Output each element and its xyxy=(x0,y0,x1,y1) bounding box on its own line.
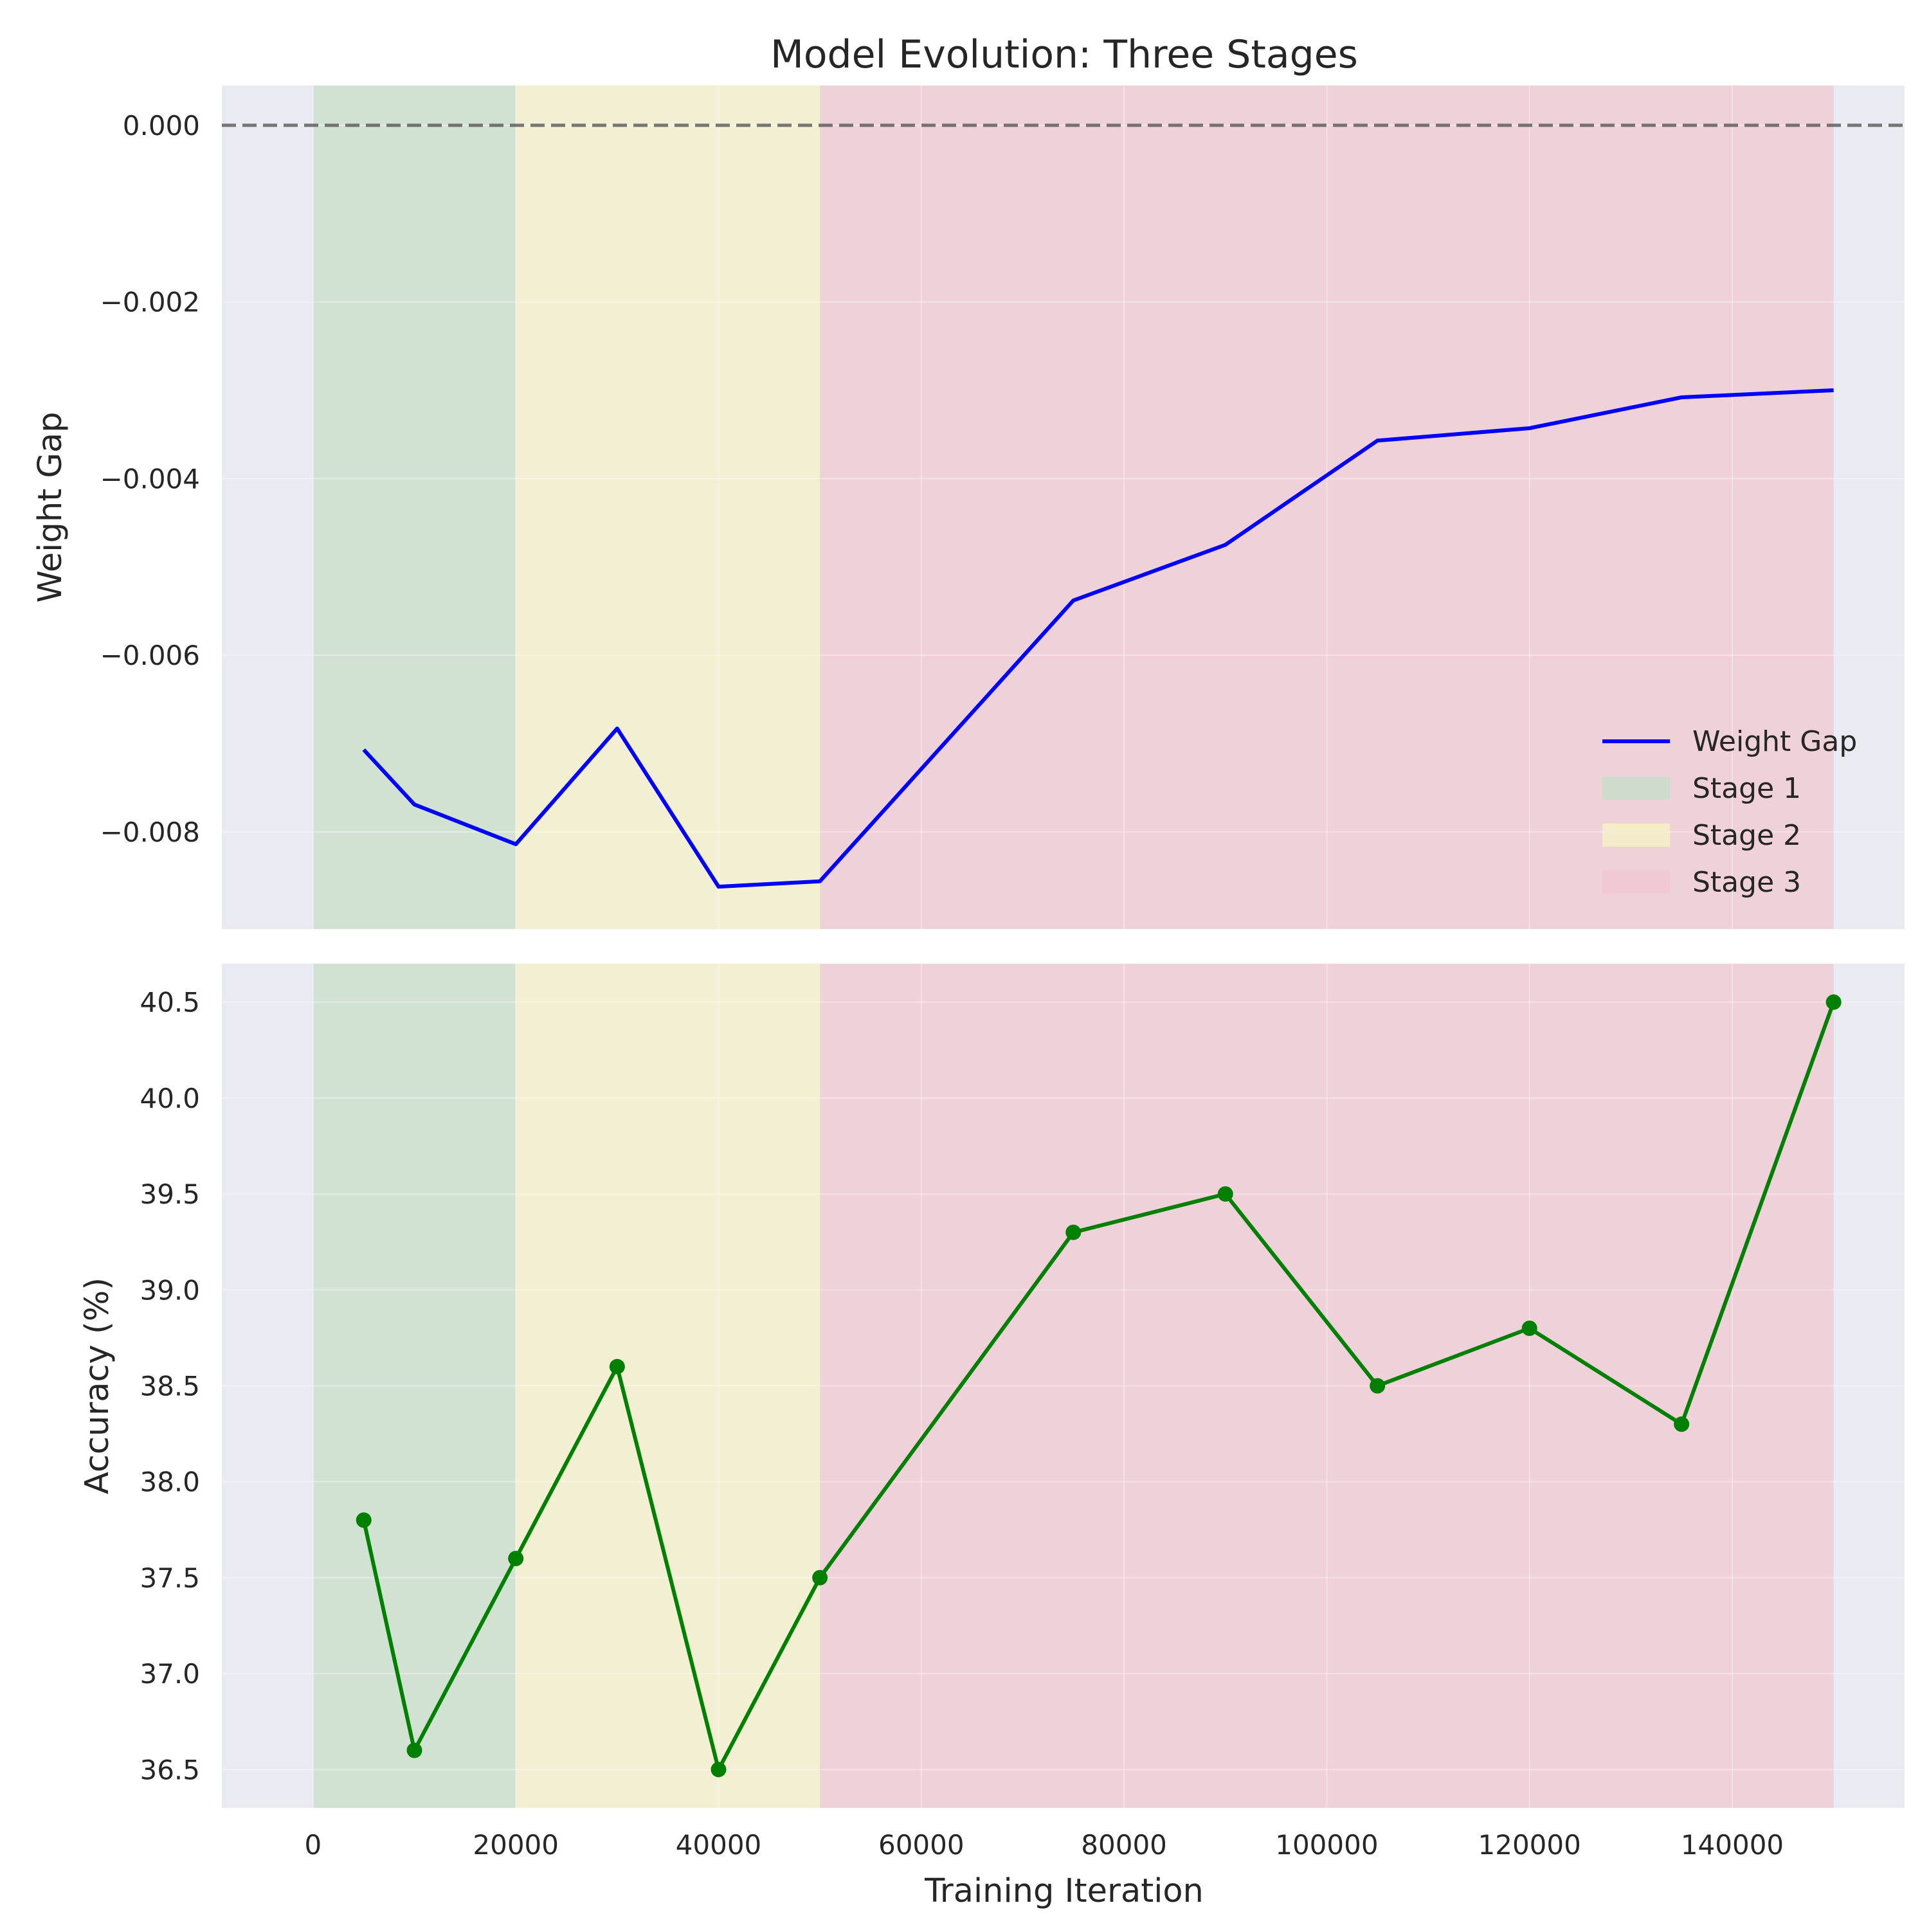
data-point xyxy=(508,1551,524,1567)
chart-title: Model Evolution: Three Stages xyxy=(770,32,1358,77)
stage-band-3 xyxy=(820,964,1834,1808)
data-point xyxy=(356,1512,372,1528)
legend-stage-swatch xyxy=(1602,777,1670,800)
stage-band-1 xyxy=(312,86,516,929)
legend: Weight Gap Stage 1 Stage 2 Stage 3 xyxy=(1602,725,1857,899)
legend-label: Weight Gap xyxy=(1692,725,1857,758)
y-axis-title: Accuracy (%) xyxy=(78,1277,116,1494)
x-tick-label: 80000 xyxy=(1081,1829,1167,1861)
y-axis-title: Weight Gap xyxy=(32,411,69,602)
x-tick-label: 100000 xyxy=(1275,1829,1378,1861)
data-point xyxy=(711,1762,727,1778)
y-tick-label: 40.0 xyxy=(140,1083,200,1114)
y-tick-label: −0.008 xyxy=(100,817,200,848)
stage-band-1 xyxy=(312,964,516,1808)
x-tick-label: 120000 xyxy=(1478,1829,1581,1861)
y-tick-label: 37.5 xyxy=(140,1562,200,1594)
x-tick-label: 140000 xyxy=(1681,1829,1784,1861)
x-tick-label: 0 xyxy=(305,1829,322,1861)
stage-band-2 xyxy=(516,964,820,1808)
panel-accuracy: 40.5 40.0 39.5 39.0 38.5 38.0 37.5 37.0 36.5 Accu… xyxy=(78,964,1905,1861)
stage-band-2 xyxy=(516,86,820,929)
y-tick-label: 38.0 xyxy=(140,1467,200,1498)
series-line-weight-gap xyxy=(362,388,1834,889)
y-tick-label: 36.5 xyxy=(140,1754,200,1785)
x-tick-label: 40000 xyxy=(676,1829,762,1861)
x-tick-label: 20000 xyxy=(473,1829,559,1861)
legend-stage-swatch xyxy=(1602,824,1670,847)
data-point xyxy=(812,1569,828,1585)
legend-label: Stage 1 xyxy=(1692,772,1801,805)
legend-stage-swatch xyxy=(1602,871,1670,894)
y-tick-label: 39.0 xyxy=(140,1274,200,1306)
data-point xyxy=(1521,1320,1537,1336)
y-tick-label: 39.5 xyxy=(140,1178,200,1210)
x-tick-label: 60000 xyxy=(878,1829,964,1861)
legend-label: Stage 2 xyxy=(1692,819,1801,852)
data-point xyxy=(1370,1378,1386,1394)
series-line-accuracy xyxy=(361,1001,1836,1772)
data-point xyxy=(1674,1416,1690,1432)
data-point xyxy=(609,1359,625,1375)
y-tick-label: −0.004 xyxy=(100,463,200,494)
y-tick-label: 38.5 xyxy=(140,1371,200,1402)
data-point xyxy=(1065,1224,1082,1240)
data-point xyxy=(406,1742,422,1758)
x-axis-title: Training Iteration xyxy=(924,1872,1204,1910)
data-point xyxy=(1217,1186,1233,1202)
y-tick-label: 40.5 xyxy=(140,987,200,1018)
y-tick-label: −0.002 xyxy=(100,287,200,318)
y-tick-label: 0.000 xyxy=(123,110,200,141)
y-tick-label: −0.006 xyxy=(100,640,200,671)
data-point xyxy=(1825,994,1842,1010)
y-tick-label: 37.0 xyxy=(140,1658,200,1690)
legend-label: Stage 3 xyxy=(1692,866,1801,899)
